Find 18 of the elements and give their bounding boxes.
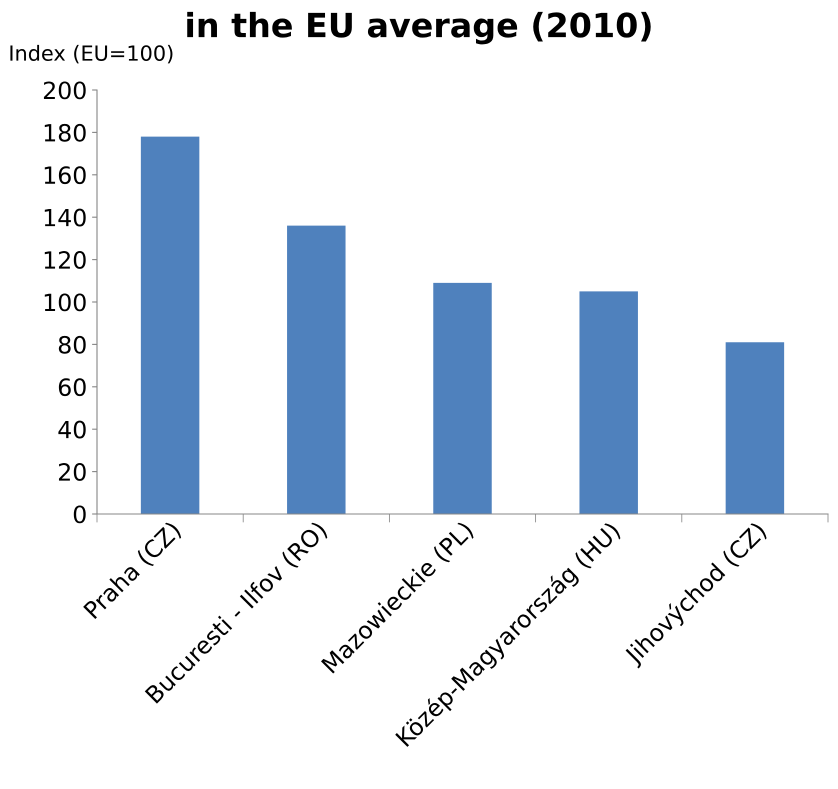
y-tick-label: 120 (44, 251, 86, 269)
chart-title: in the EU average (2010) (187, 12, 651, 44)
y-tick-label: 0 (74, 505, 86, 524)
bar (579, 291, 638, 514)
bar (726, 342, 784, 514)
y-tick-label: 60 (58, 378, 86, 396)
y-tick-label: 100 (44, 293, 86, 312)
y-tick-label: 40 (58, 420, 86, 439)
y-tick-label: 20 (58, 463, 86, 481)
y-axis-title: Index (EU=100) (10, 44, 172, 64)
y-tick-label: 140 (44, 208, 86, 227)
y-tick-label: 180 (44, 124, 86, 142)
y-tick-label: 200 (44, 81, 86, 100)
bar (287, 226, 346, 514)
y-tick-label: 160 (44, 166, 86, 184)
bar (433, 282, 492, 514)
bar (140, 136, 200, 514)
y-tick-label: 80 (58, 336, 86, 354)
